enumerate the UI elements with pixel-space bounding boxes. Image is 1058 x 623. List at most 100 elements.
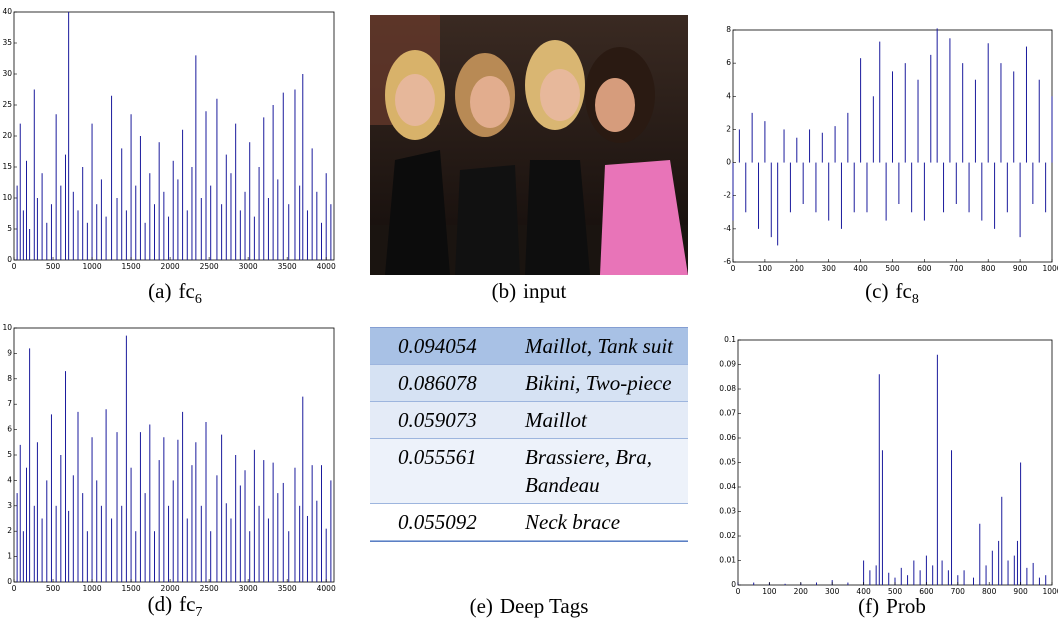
x-tick-label: 0 xyxy=(736,587,741,596)
x-tick-label: 600 xyxy=(917,264,932,273)
x-tick-label: 300 xyxy=(825,587,840,596)
x-tick-label: 200 xyxy=(790,264,805,273)
table-row: 0.094054Maillot, Tank suit xyxy=(370,328,688,365)
caption-text: input xyxy=(523,279,566,303)
x-tick-label: 1000 xyxy=(1042,587,1058,596)
caption-sub: 6 xyxy=(195,292,202,307)
y-tick-label: 0.03 xyxy=(719,507,736,516)
x-tick-label: 1000 xyxy=(83,584,102,593)
y-tick-label: 5 xyxy=(7,450,12,459)
y-tick-label: 6 xyxy=(7,425,12,434)
caption-text: fc xyxy=(179,592,195,616)
y-tick-label: 2 xyxy=(726,124,731,133)
x-tick-label: 700 xyxy=(951,587,966,596)
caption-text: fc xyxy=(178,279,194,303)
caption-text: Deep Tags xyxy=(500,594,589,618)
y-tick-label: 25 xyxy=(2,100,12,109)
plot-frame xyxy=(14,12,334,260)
caption-label: (d) xyxy=(148,592,173,616)
tag-prob: 0.059073 xyxy=(370,406,525,434)
x-tick-label: 200 xyxy=(794,587,809,596)
y-tick-label: 3 xyxy=(7,501,12,510)
x-tick-label: 1500 xyxy=(122,262,141,271)
y-tick-label: 0 xyxy=(726,158,731,167)
y-tick-label: 35 xyxy=(2,38,12,47)
x-tick-label: 1000 xyxy=(1042,264,1058,273)
x-tick-label: 500 xyxy=(46,262,61,271)
tag-prob: 0.055561 xyxy=(370,443,525,499)
tag-prob: 0.086078 xyxy=(370,369,525,397)
y-tick-label: 0.02 xyxy=(719,531,736,540)
tag-name: Neck brace xyxy=(525,508,675,536)
y-tick-label: 0.07 xyxy=(719,409,736,418)
caption-label: (c) xyxy=(865,279,888,303)
y-tick-label: 4 xyxy=(726,91,731,100)
figure: 0510152025303540050010001500200025003000… xyxy=(0,0,1058,623)
y-tick-label: 7 xyxy=(7,399,12,408)
x-tick-label: 3500 xyxy=(278,262,297,271)
caption-sub: 7 xyxy=(195,605,202,620)
x-tick-label: 0 xyxy=(12,262,17,271)
caption-text: Prob xyxy=(886,594,926,618)
x-tick-label: 3000 xyxy=(239,262,258,271)
y-tick-label: 0.04 xyxy=(719,482,736,491)
y-tick-label: 9 xyxy=(7,348,12,357)
x-tick-label: 500 xyxy=(885,264,900,273)
y-tick-label: 20 xyxy=(2,131,12,140)
x-tick-label: 700 xyxy=(949,264,964,273)
tag-prob: 0.094054 xyxy=(370,332,525,360)
y-tick-label: 30 xyxy=(2,69,12,78)
x-tick-label: 900 xyxy=(1013,264,1028,273)
y-tick-label: 40 xyxy=(2,7,12,16)
caption: (e) Deep Tags xyxy=(470,594,589,619)
x-tick-label: 300 xyxy=(822,264,837,273)
x-tick-label: 4000 xyxy=(317,584,336,593)
caption-text: fc xyxy=(895,279,911,303)
caption: (a) fc6 xyxy=(148,279,202,308)
y-tick-label: 4 xyxy=(7,475,12,484)
x-tick-label: 1000 xyxy=(83,262,102,271)
tag-name: Bikini, Two-piece xyxy=(525,369,675,397)
caption-label: (e) xyxy=(470,594,493,618)
caption-label: (a) xyxy=(148,279,171,303)
x-tick-label: 3000 xyxy=(239,584,258,593)
caption: (b)input xyxy=(492,279,567,304)
tag-prob: 0.055092 xyxy=(370,508,525,536)
y-tick-label: 6 xyxy=(726,58,731,67)
x-tick-label: 1500 xyxy=(122,584,141,593)
caption: (c) fc8 xyxy=(865,279,919,308)
x-tick-label: 900 xyxy=(1013,587,1028,596)
tag-name: Brassiere, Bra, Bandeau xyxy=(525,443,675,499)
y-tick-label: 10 xyxy=(2,323,12,332)
y-tick-label: 10 xyxy=(2,193,12,202)
caption: (f)Prob xyxy=(858,594,926,619)
y-tick-label: 5 xyxy=(7,224,12,233)
y-tick-label: 0.08 xyxy=(719,384,736,393)
plot-frame xyxy=(738,340,1052,585)
x-tick-label: 400 xyxy=(853,264,868,273)
caption-sub: 8 xyxy=(912,292,919,307)
x-tick-label: 2000 xyxy=(161,262,180,271)
x-tick-label: 0 xyxy=(12,584,17,593)
x-tick-label: 3500 xyxy=(278,584,297,593)
y-tick-label: 8 xyxy=(7,374,12,383)
photo xyxy=(370,15,688,275)
y-tick-label: 15 xyxy=(2,162,12,171)
tag-name: Maillot xyxy=(525,406,675,434)
y-tick-label: -2 xyxy=(724,191,732,200)
y-tick-label: -4 xyxy=(724,224,732,233)
y-tick-label: 0.01 xyxy=(719,556,736,565)
x-tick-label: 800 xyxy=(982,587,997,596)
y-tick-label: 8 xyxy=(726,25,731,34)
y-tick-label: 2 xyxy=(7,526,12,535)
plot-frame xyxy=(14,328,334,582)
x-tick-label: 2500 xyxy=(200,262,219,271)
y-tick-label: 0.06 xyxy=(719,433,736,442)
x-tick-label: 0 xyxy=(731,264,736,273)
caption-label: (b) xyxy=(492,279,517,303)
tag-name: Maillot, Tank suit xyxy=(525,332,675,360)
